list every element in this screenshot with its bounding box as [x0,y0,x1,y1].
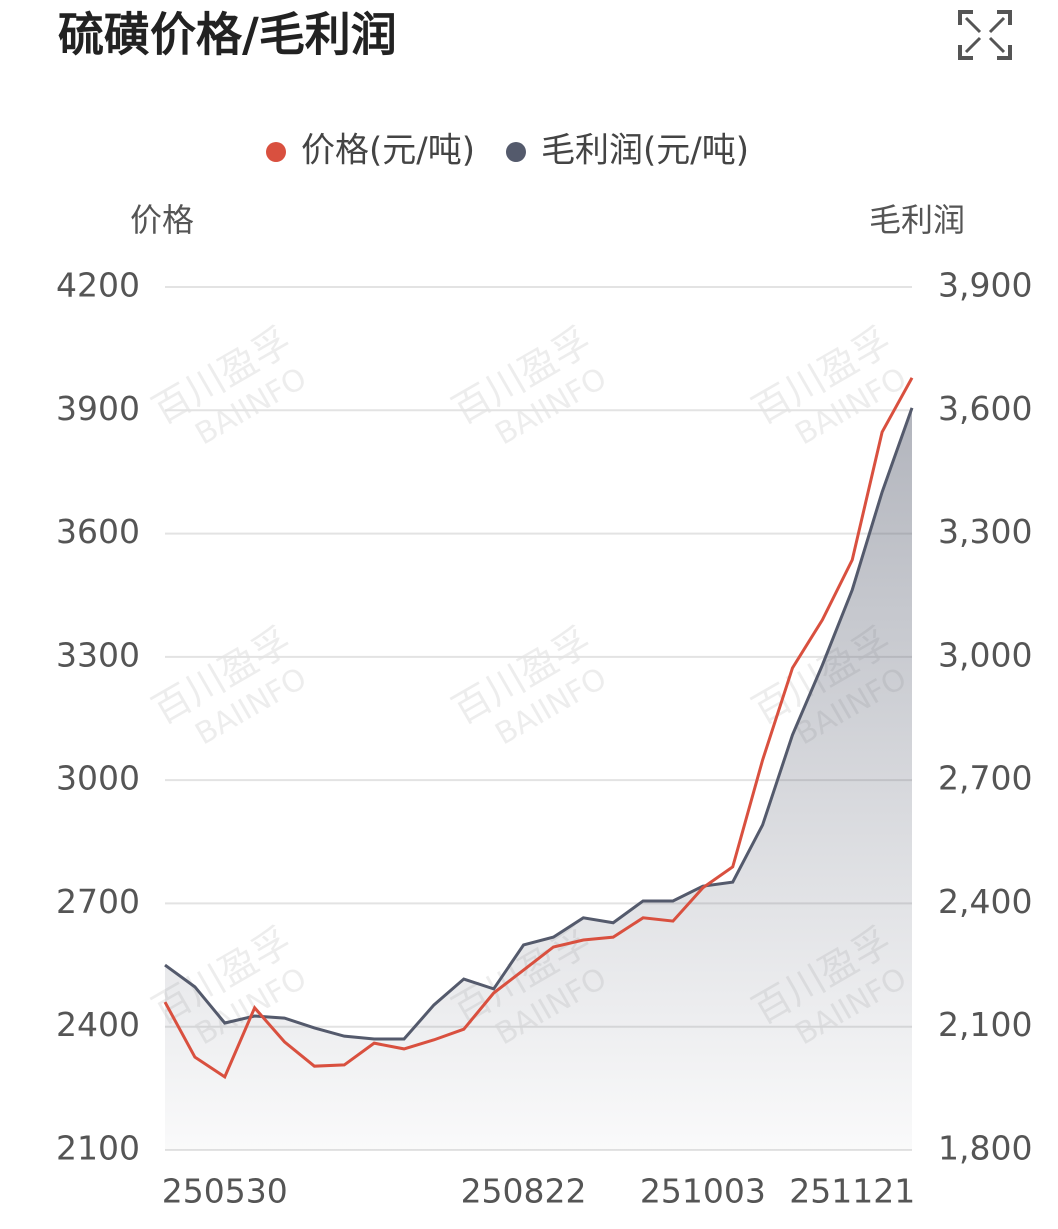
legend-label: 毛利润(元/吨) [541,131,749,171]
legend-marker [266,142,286,162]
legend-label: 价格(元/吨) [301,131,475,171]
line [163,377,914,1080]
y-tick-label: 2100 [56,1129,140,1168]
y-tick-label: 4200 [56,266,140,305]
y2-tick-label: 3,000 [938,635,1032,674]
legend: 价格(元/吨) 毛利润(元/吨) [266,131,749,171]
y-tick-label: 3300 [56,635,140,674]
x-tick-label: 250530 [162,1172,288,1211]
expand-icon[interactable] [958,10,1012,60]
y-tick-label: 2400 [56,1005,140,1044]
line [164,407,914,1041]
chart-title: 硫磺价格/毛利润 [58,8,397,62]
y2-tick-label: 2,400 [938,882,1032,921]
y2-tick-label: 1,800 [938,1129,1032,1168]
legend-marker [505,142,526,162]
y2-tick-label: 3,300 [938,512,1032,551]
x-tick-label: 251121 [789,1172,915,1211]
y-tick-label: 3600 [56,512,140,551]
y2-tick-label: 3,600 [938,389,1032,428]
x-tick-label: 251003 [640,1172,766,1211]
y2-axis-title: 毛利润 [869,201,965,239]
y-tick-label: 2700 [56,882,140,921]
y-tick-label: 3900 [56,389,140,428]
area [165,407,912,1150]
y-tick-label: 3000 [56,759,140,798]
y2-tick-label: 2,700 [938,759,1032,798]
y2-tick-label: 3,900 [938,266,1032,305]
y-axis-title: 价格 [130,201,194,239]
y2-tick-label: 2,100 [938,1005,1032,1044]
x-tick-label: 250822 [461,1172,587,1211]
